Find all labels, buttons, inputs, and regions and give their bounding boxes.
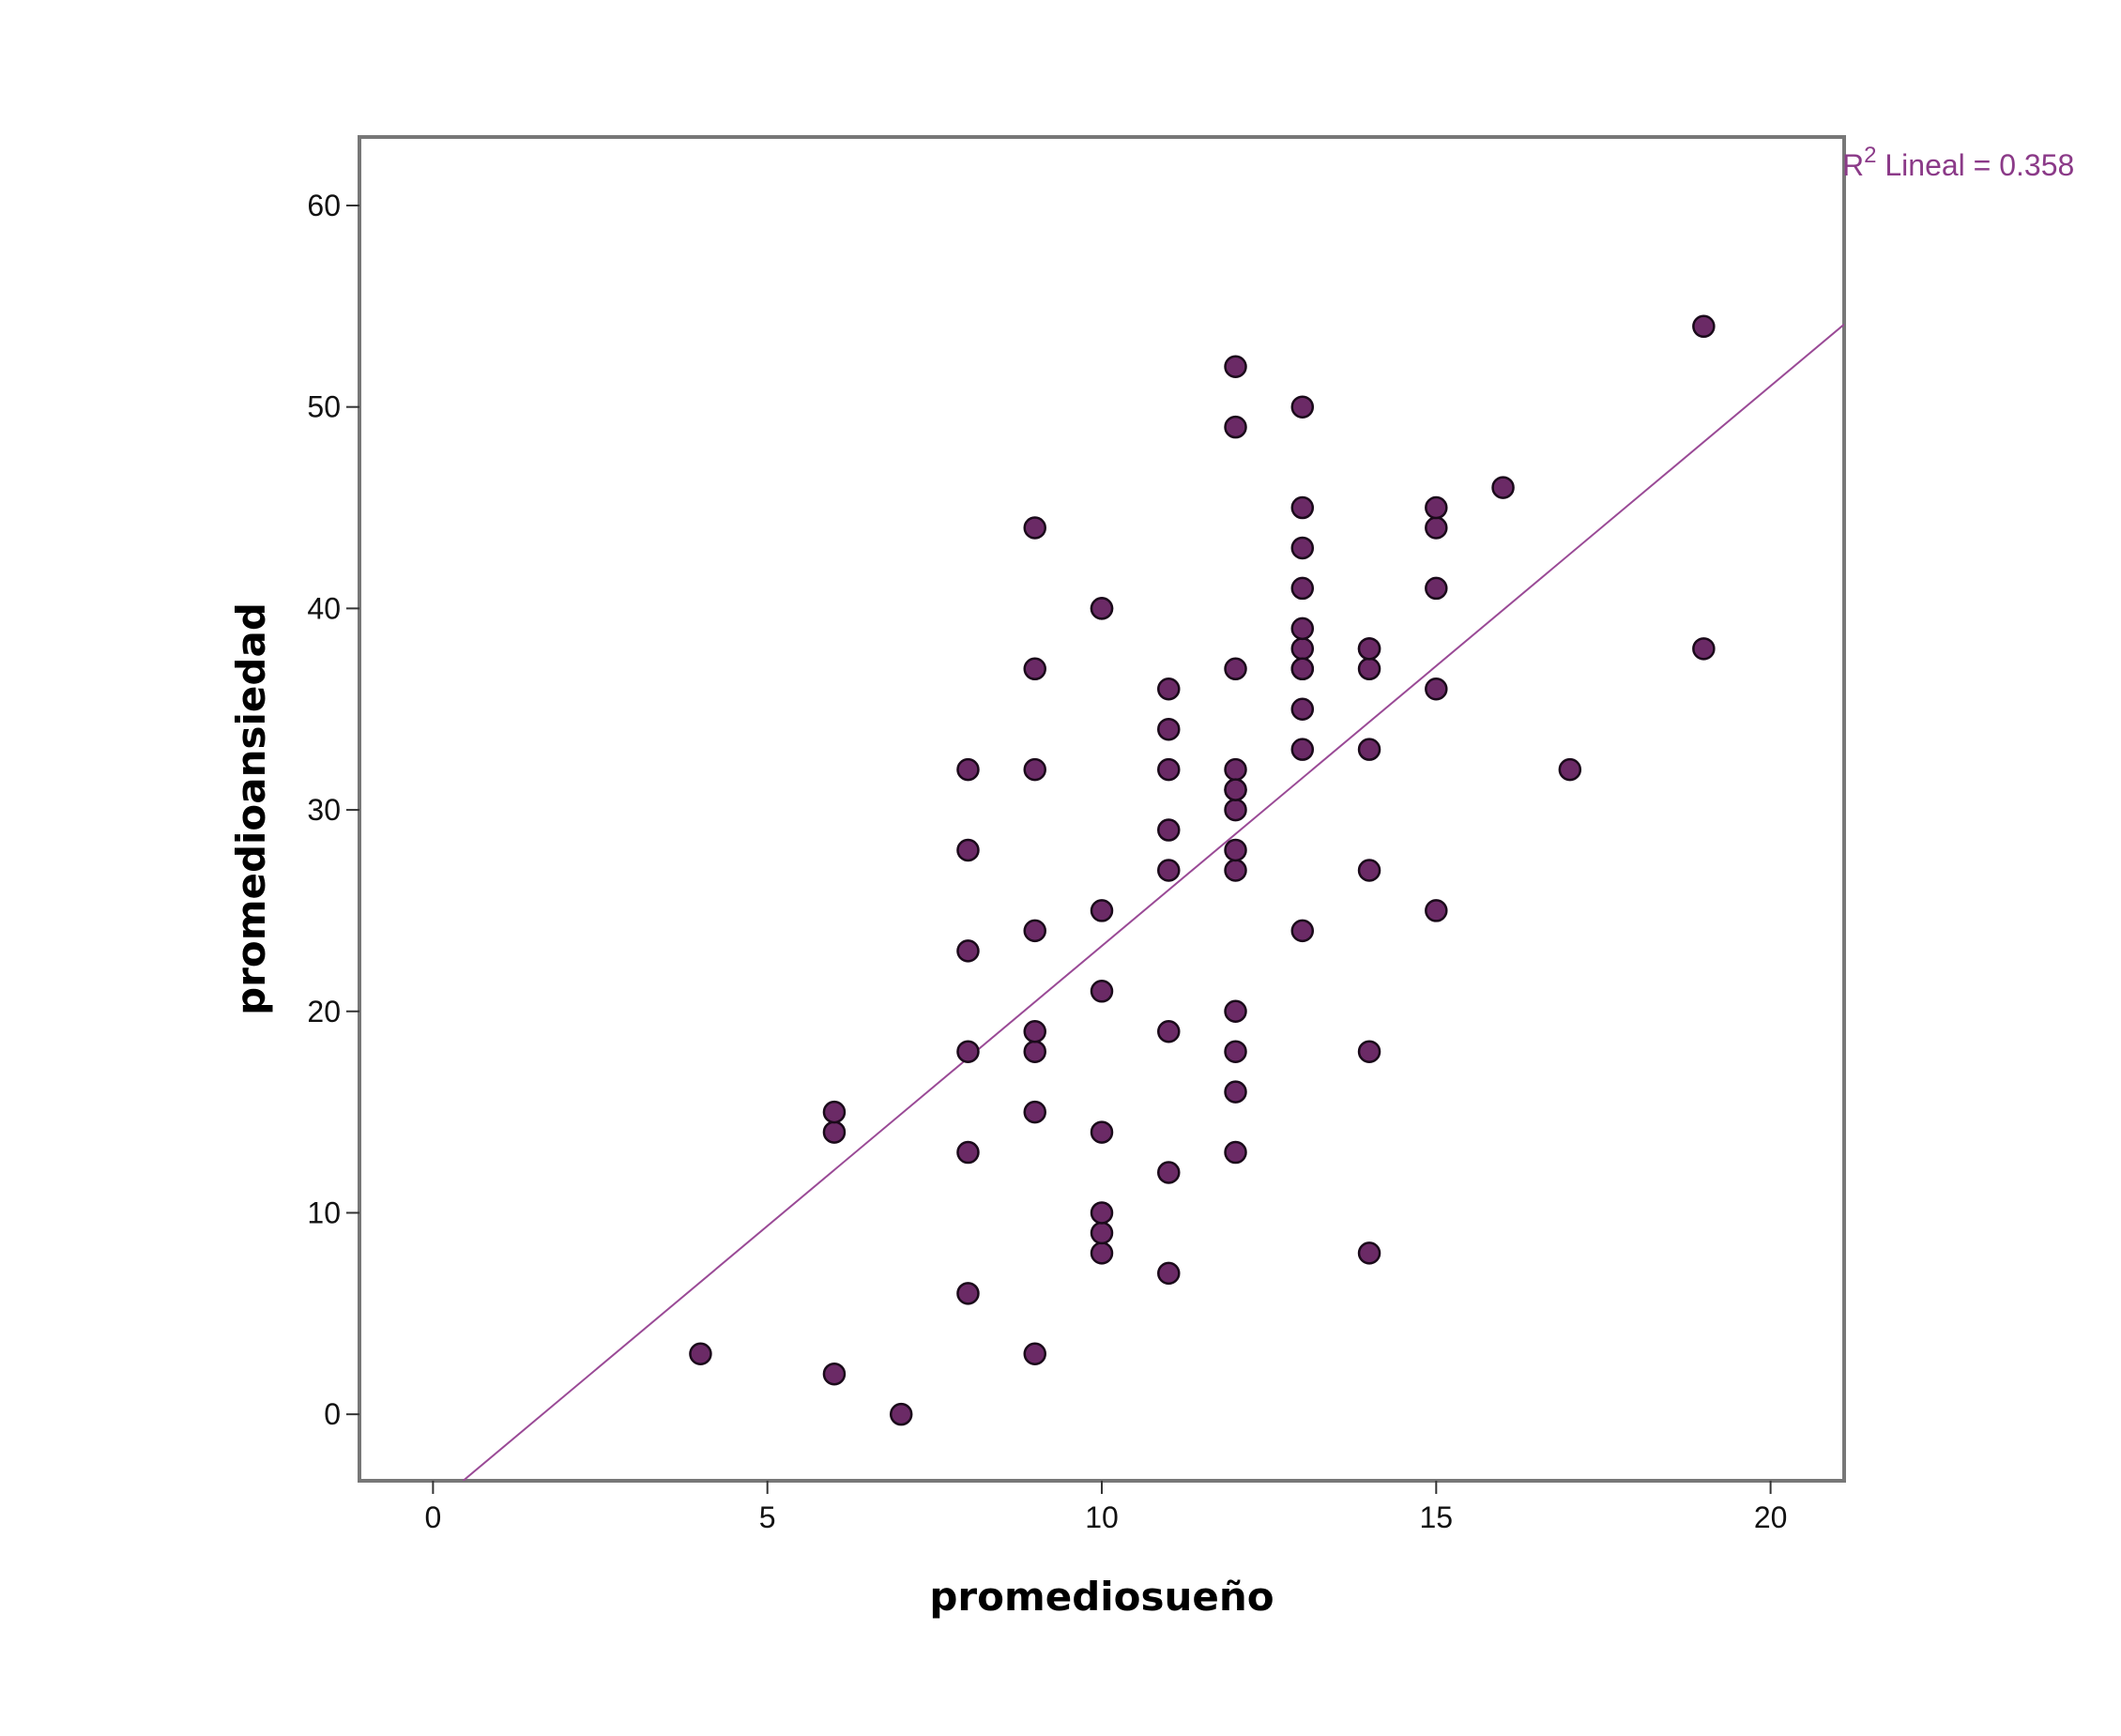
data-point (1023, 1019, 1046, 1043)
data-point (1357, 738, 1381, 761)
data-point (1090, 899, 1114, 922)
data-point (1023, 516, 1046, 540)
data-point (1157, 717, 1181, 741)
data-point (1090, 1221, 1114, 1245)
data-point (1425, 516, 1448, 540)
data-point (1692, 314, 1716, 339)
data-point (1023, 1040, 1046, 1063)
data-point (1157, 1019, 1181, 1043)
x-tick-label: 0 (424, 1500, 441, 1534)
data-point (1224, 778, 1247, 801)
data-point (689, 1342, 712, 1365)
data-point (1224, 999, 1247, 1024)
data-point (956, 1282, 980, 1305)
data-point (1357, 859, 1381, 882)
data-point (1023, 919, 1046, 943)
y-tick-label: 40 (307, 591, 341, 625)
y-tick-label: 60 (307, 189, 341, 222)
data-point (956, 757, 980, 782)
data-point (1157, 678, 1181, 701)
data-point (1090, 1241, 1114, 1265)
data-point (1357, 637, 1381, 661)
data-point (1023, 1100, 1046, 1124)
data-point (1224, 355, 1247, 378)
x-tick-label: 15 (1420, 1500, 1454, 1534)
data-point (1023, 1342, 1046, 1365)
data-point (1023, 757, 1046, 782)
y-axis: 0 10 20 30 40 50 60 (307, 189, 359, 1431)
data-point (1290, 697, 1315, 721)
data-point (1491, 476, 1515, 499)
data-point (956, 1140, 980, 1165)
data-point (1224, 1080, 1247, 1104)
y-tick-label: 0 (324, 1397, 341, 1431)
data-point (1224, 757, 1247, 782)
data-point (1357, 1241, 1381, 1265)
data-point (956, 838, 980, 862)
data-point (1157, 1161, 1181, 1184)
data-point (1023, 657, 1046, 681)
data-point (1290, 617, 1315, 641)
data-point (1425, 678, 1448, 701)
data-point (1090, 1120, 1114, 1144)
y-tick-label: 30 (307, 793, 341, 827)
data-point (1425, 576, 1448, 601)
data-point (1090, 980, 1114, 1003)
data-point (1290, 495, 1315, 520)
data-point (1290, 576, 1315, 601)
data-point (1090, 1201, 1114, 1225)
data-point (889, 1402, 913, 1426)
data-point (822, 1100, 847, 1124)
data-point (1692, 637, 1716, 661)
data-point (1224, 657, 1247, 681)
x-tick-label: 5 (759, 1500, 776, 1534)
y-tick-label: 10 (307, 1195, 341, 1229)
regression-line (462, 323, 1844, 1481)
data-point (1224, 1040, 1247, 1063)
data-point (1425, 495, 1448, 520)
data-point (1157, 818, 1181, 842)
data-point (1157, 757, 1181, 782)
data-point (822, 1362, 847, 1386)
data-points (689, 314, 1716, 1426)
data-point (1290, 919, 1315, 943)
data-point (956, 939, 980, 963)
data-point (1357, 1040, 1381, 1063)
data-point (1290, 536, 1315, 560)
y-tick-label: 50 (307, 390, 341, 424)
y-tick-label: 20 (307, 995, 341, 1028)
fit-label: R2 Lineal = 0.358 (1842, 143, 2074, 182)
data-point (956, 1040, 980, 1063)
data-point (1157, 1261, 1181, 1286)
data-point (1224, 859, 1247, 882)
x-tick-label: 10 (1085, 1500, 1119, 1534)
data-point (1425, 899, 1448, 922)
data-point (1290, 738, 1315, 761)
x-axis: 0 5 10 15 20 (424, 1481, 1787, 1534)
data-point (1224, 1140, 1247, 1165)
data-point (1224, 838, 1247, 862)
data-point (1224, 415, 1247, 439)
data-point (1290, 657, 1315, 681)
plot-frame (358, 135, 1846, 1483)
data-point (1157, 859, 1181, 882)
data-point (1558, 757, 1582, 782)
data-point (1290, 637, 1315, 661)
x-tick-label: 20 (1754, 1500, 1788, 1534)
data-point (1224, 798, 1247, 822)
x-axis-title: promediosueño (929, 1574, 1274, 1620)
y-axis-title: promedioansiedad (228, 602, 274, 1015)
data-point (822, 1120, 847, 1144)
data-point (1290, 395, 1315, 419)
data-point (1090, 597, 1114, 620)
data-point (1357, 657, 1381, 681)
